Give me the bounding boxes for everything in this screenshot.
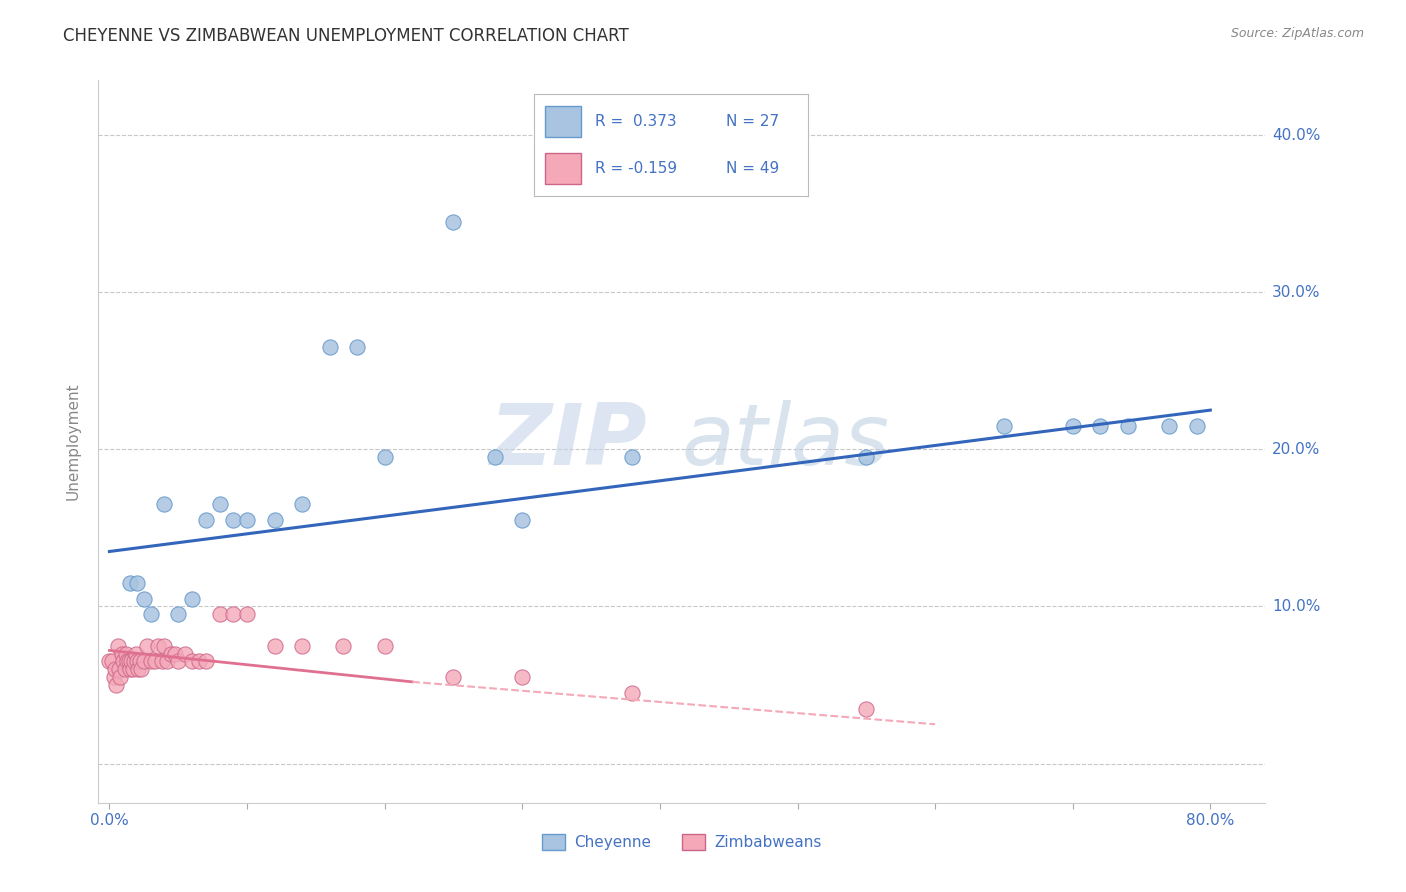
- Point: [128, 655, 150, 669]
- Point: [129, 662, 152, 676]
- Point: [108, 662, 131, 676]
- Point: [127, 662, 149, 676]
- Point: [222, 513, 245, 527]
- Point: [374, 639, 396, 653]
- Point: [120, 655, 142, 669]
- Point: [174, 647, 197, 661]
- Point: [122, 655, 145, 669]
- Point: [1090, 418, 1112, 433]
- Point: [132, 655, 155, 669]
- Point: [132, 591, 155, 606]
- Point: [194, 513, 217, 527]
- Text: 10.0%: 10.0%: [1272, 599, 1320, 614]
- Legend: Cheyenne, Zimbabweans: Cheyenne, Zimbabweans: [536, 829, 828, 856]
- Point: [181, 591, 204, 606]
- FancyBboxPatch shape: [546, 153, 581, 184]
- Point: [111, 647, 134, 661]
- Point: [101, 655, 124, 669]
- FancyBboxPatch shape: [546, 106, 581, 136]
- Point: [510, 670, 533, 684]
- Point: [993, 418, 1015, 433]
- Point: [110, 670, 132, 684]
- Point: [160, 647, 183, 661]
- Point: [105, 678, 128, 692]
- Point: [120, 662, 142, 676]
- Point: [181, 655, 204, 669]
- Point: [208, 607, 231, 622]
- Text: Source: ZipAtlas.com: Source: ZipAtlas.com: [1230, 27, 1364, 40]
- Point: [114, 662, 136, 676]
- Point: [263, 513, 285, 527]
- Y-axis label: Unemployment: Unemployment: [65, 383, 80, 500]
- Point: [115, 647, 138, 661]
- Point: [236, 513, 259, 527]
- Point: [125, 575, 148, 590]
- Point: [156, 655, 179, 669]
- Point: [855, 701, 877, 715]
- Point: [167, 655, 190, 669]
- Text: CHEYENNE VS ZIMBABWEAN UNEMPLOYMENT CORRELATION CHART: CHEYENNE VS ZIMBABWEAN UNEMPLOYMENT CORR…: [63, 27, 628, 45]
- Point: [104, 662, 127, 676]
- Text: atlas: atlas: [682, 400, 890, 483]
- Point: [208, 497, 231, 511]
- Text: R =  0.373: R = 0.373: [595, 114, 676, 128]
- Point: [291, 639, 314, 653]
- Point: [150, 655, 173, 669]
- Point: [443, 214, 465, 228]
- Point: [107, 639, 129, 653]
- Point: [318, 340, 340, 354]
- Point: [98, 655, 121, 669]
- Point: [332, 639, 354, 653]
- Point: [143, 655, 166, 669]
- Point: [187, 655, 209, 669]
- Point: [103, 670, 125, 684]
- Point: [236, 607, 259, 622]
- Point: [165, 647, 187, 661]
- Point: [510, 513, 533, 527]
- Point: [125, 655, 148, 669]
- Text: 30.0%: 30.0%: [1272, 285, 1320, 300]
- Point: [374, 450, 396, 465]
- Point: [484, 450, 506, 465]
- Point: [120, 575, 142, 590]
- Point: [117, 655, 139, 669]
- Point: [118, 655, 141, 669]
- Point: [1157, 418, 1180, 433]
- Point: [124, 647, 146, 661]
- Point: [194, 655, 217, 669]
- Point: [855, 450, 877, 465]
- Point: [346, 340, 368, 354]
- Point: [291, 497, 314, 511]
- Point: [222, 607, 245, 622]
- Point: [112, 655, 135, 669]
- Text: N = 49: N = 49: [725, 161, 779, 176]
- Text: ZIP: ZIP: [489, 400, 647, 483]
- Point: [621, 450, 644, 465]
- Point: [621, 686, 644, 700]
- Text: N = 27: N = 27: [725, 114, 779, 128]
- Point: [146, 639, 169, 653]
- Point: [139, 655, 162, 669]
- Point: [135, 639, 157, 653]
- Point: [263, 639, 285, 653]
- Point: [1185, 418, 1208, 433]
- Point: [153, 639, 176, 653]
- Text: 20.0%: 20.0%: [1272, 442, 1320, 457]
- Point: [443, 670, 465, 684]
- Point: [139, 607, 162, 622]
- Point: [1062, 418, 1084, 433]
- Text: R = -0.159: R = -0.159: [595, 161, 676, 176]
- Point: [121, 662, 143, 676]
- Point: [167, 607, 190, 622]
- Point: [153, 497, 176, 511]
- Text: 40.0%: 40.0%: [1272, 128, 1320, 143]
- Point: [1116, 418, 1139, 433]
